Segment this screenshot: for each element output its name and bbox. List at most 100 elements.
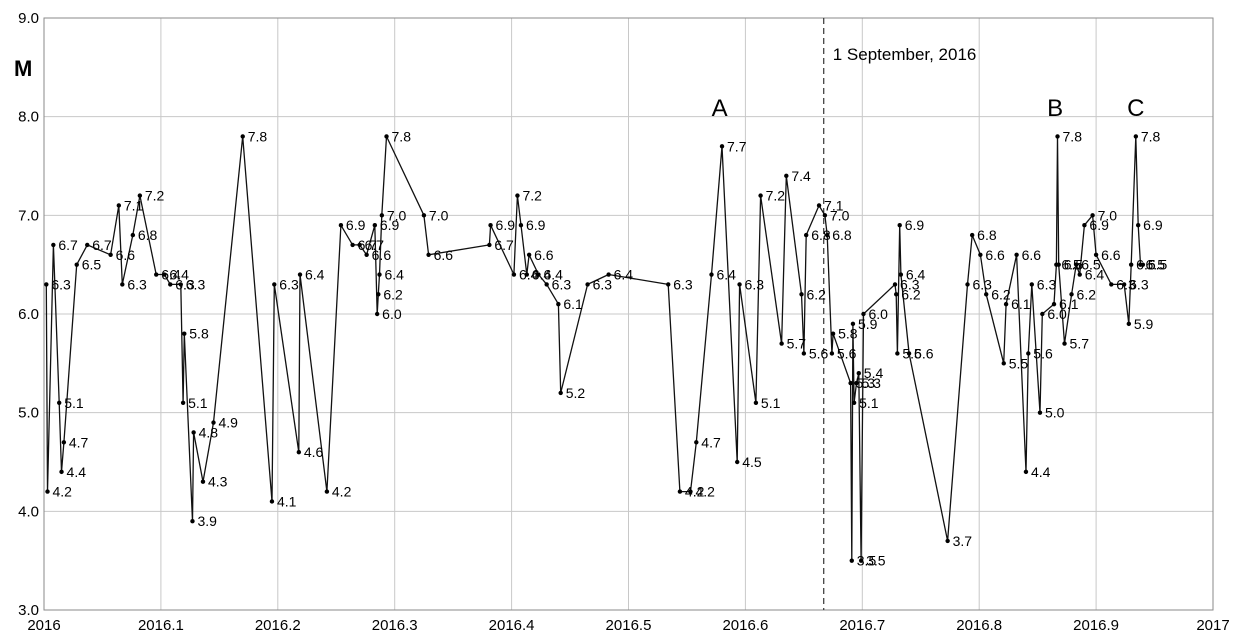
- data-point: [1040, 311, 1045, 317]
- data-label: 4.6: [304, 444, 324, 460]
- data-label: 6.6: [116, 247, 136, 263]
- data-label: 6.4: [543, 267, 563, 283]
- data-label: 4.7: [69, 434, 89, 450]
- data-point: [376, 292, 381, 297]
- data-label: 6.3: [127, 276, 147, 292]
- data-label: 6.5: [1064, 257, 1084, 273]
- data-point: [108, 252, 113, 257]
- data-point: [803, 232, 809, 238]
- data-point: [816, 203, 822, 208]
- data-point: [1056, 262, 1061, 267]
- data-point: [688, 489, 693, 494]
- data-label: 6.7: [358, 237, 378, 253]
- data-point: [1090, 213, 1095, 218]
- data-point: [269, 499, 275, 504]
- data-point: [1140, 262, 1146, 267]
- x-tick-label: 2016.7: [839, 617, 885, 634]
- data-label: 5.4: [864, 365, 884, 381]
- y-tick-label: 4.0: [18, 503, 39, 520]
- data-label: 4.4: [1031, 464, 1051, 480]
- y-tick-label: 3.0: [18, 602, 39, 619]
- data-label: 5.7: [1070, 336, 1090, 352]
- data-label: 5.6: [902, 345, 922, 361]
- data-label: 6.5: [1061, 257, 1081, 273]
- data-point: [377, 272, 382, 277]
- data-label: 6.7: [58, 237, 78, 253]
- data-point: [758, 193, 763, 198]
- data-point: [379, 213, 385, 218]
- data-label: 6.1: [1059, 296, 1079, 312]
- data-point: [779, 341, 784, 346]
- data-point: [1001, 361, 1006, 366]
- annotations: A B C: [712, 95, 1145, 122]
- data-label: 4.1: [277, 493, 297, 509]
- data-point: [45, 489, 50, 494]
- data-label: 6.9: [1143, 217, 1163, 233]
- data-point: [190, 519, 195, 524]
- data-point: [898, 272, 904, 277]
- data-label: 6.8: [977, 227, 997, 243]
- data-point: [1029, 282, 1035, 287]
- data-point: [825, 232, 830, 238]
- data-point: [737, 282, 742, 287]
- data-point: [984, 292, 989, 297]
- data-label: 6.5: [1148, 257, 1168, 273]
- data-point: [178, 282, 183, 287]
- data-label: 6.4: [519, 267, 539, 283]
- data-point: [324, 489, 330, 494]
- data-label: 6.3: [900, 276, 920, 292]
- data-label: 7.8: [248, 128, 268, 144]
- x-tick-label: 2016.8: [956, 617, 1002, 634]
- data-point: [735, 459, 740, 465]
- data-label: 6.9: [1089, 217, 1109, 233]
- data-label: 3.5: [866, 553, 886, 569]
- data-point: [965, 282, 970, 287]
- data-point: [51, 242, 56, 248]
- data-label: 5.9: [858, 316, 878, 332]
- data-point: [858, 558, 864, 563]
- data-label: 5.9: [1134, 316, 1154, 332]
- data-point: [892, 282, 898, 287]
- data-label: 5.7: [787, 336, 807, 352]
- data-label: 6.5: [1136, 257, 1156, 273]
- data-label: 7.1: [124, 197, 144, 213]
- data-point: [677, 489, 683, 494]
- data-point: [801, 351, 807, 356]
- y-axis-label: M: [14, 56, 32, 81]
- data-label: 5.3: [861, 375, 881, 391]
- data-point: [666, 282, 671, 287]
- data-label: 6.1: [1011, 296, 1031, 312]
- data-label: 6.0: [382, 306, 402, 322]
- data-point: [1069, 292, 1074, 297]
- data-point: [1026, 351, 1031, 356]
- data-label: 6.8: [832, 227, 852, 243]
- data-label: 5.6: [914, 345, 934, 361]
- x-tick-label: 2016.3: [372, 617, 418, 634]
- data-point: [524, 272, 529, 277]
- data-label: 7.1: [824, 197, 844, 213]
- data-point: [200, 479, 206, 484]
- data-label: 6.4: [614, 267, 634, 283]
- data-label: 4.9: [219, 415, 239, 431]
- data-label: 6.6: [372, 247, 392, 263]
- data-label: 6.9: [526, 217, 546, 233]
- data-point: [56, 400, 62, 405]
- data-point: [849, 558, 854, 563]
- data-point: [154, 272, 159, 277]
- y-tick-label: 5.0: [18, 405, 39, 422]
- data-point: [511, 272, 517, 277]
- data-point: [897, 223, 902, 228]
- data-point: [1126, 321, 1132, 327]
- data-label: 7.2: [522, 188, 542, 204]
- y-tick-label: 7.0: [18, 207, 39, 224]
- data-label: 4.3: [208, 474, 228, 490]
- data-point: [556, 301, 561, 307]
- data-label: 6.5: [82, 257, 102, 273]
- data-label: 6.3: [745, 276, 765, 292]
- data-label: 7.8: [1063, 128, 1083, 144]
- data-label: 4.2: [685, 484, 705, 500]
- data-label: 6.2: [901, 286, 921, 302]
- data-label: 6.4: [305, 267, 325, 283]
- data-label: 3.5: [857, 553, 877, 569]
